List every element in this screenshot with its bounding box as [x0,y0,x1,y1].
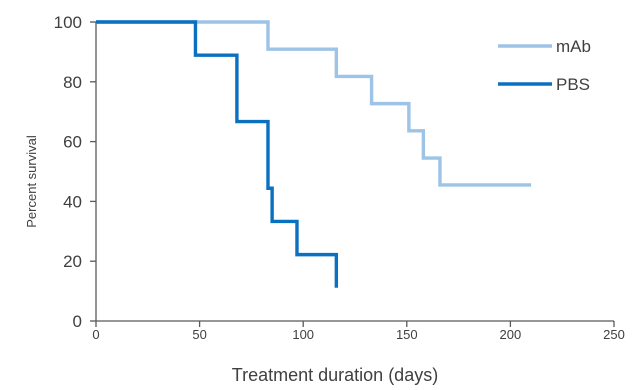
y-tick-label: 80 [63,73,82,92]
series-line-pbs [96,20,339,288]
y-tick-label: 60 [63,133,82,152]
x-axis-label: Treatment duration (days) [232,365,438,385]
x-tick-label: 250 [603,327,625,342]
y-tick-label: 20 [63,252,82,271]
y-axis-label: Percent survival [24,135,39,228]
series-group [96,20,532,288]
x-tick-label: 0 [92,327,99,342]
x-ticks: 0 50 100 150 200 250 [92,321,625,342]
x-tick-label: 100 [292,327,314,342]
y-tick-label: 100 [54,13,82,32]
y-ticks: 0 20 40 60 80 100 [54,13,96,331]
legend-label-pbs: PBS [556,75,590,94]
legend-label-mab: mAb [556,37,591,56]
y-tick-label: 0 [73,312,82,331]
x-tick-label: 50 [192,327,206,342]
x-tick-label: 200 [500,327,522,342]
y-tick-label: 40 [63,192,82,211]
x-tick-label: 150 [396,327,418,342]
series-line-mab [96,20,532,187]
axes [95,22,614,322]
legend: mAb PBS [498,37,591,94]
